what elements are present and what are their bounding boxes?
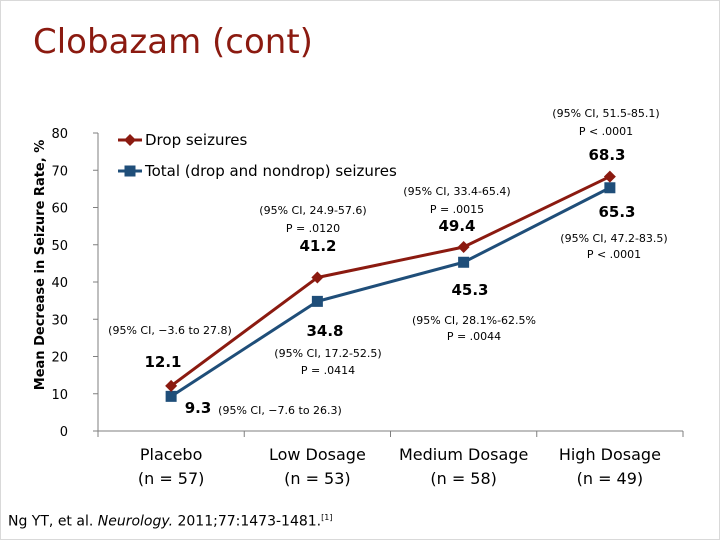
ci-annotation: (95% CI, 33.4-65.4) [403,185,510,198]
y-tick-label: 40 [51,276,68,291]
data-label: 68.3 [588,146,625,164]
x-category-sublabel: (n = 49) [577,469,644,488]
data-label: 45.3 [451,281,488,299]
ci-annotation: P = .0044 [447,330,501,343]
data-point-drop [457,240,470,253]
legend-diamond-marker [124,134,136,146]
data-point-total [165,390,177,402]
x-category-label: Placebo [140,445,202,464]
citation-ref: [1] [321,513,333,522]
x-category-sublabel: (n = 58) [430,469,497,488]
y-tick-label: 50 [51,239,68,254]
y-tick-label: 60 [51,202,68,217]
ci-annotation: (95% CI, 51.5-85.1) [552,107,659,120]
data-label: 34.8 [306,322,343,340]
ci-annotation: P = .0120 [286,222,340,235]
ci-annotation: P = .0414 [301,364,355,377]
data-label: 65.3 [598,203,635,221]
ci-annotation: (95% CI, −7.6 to 26.3) [218,404,342,417]
y-axis-label: Mean Decrease in Seizure Rate, % [33,140,48,390]
x-category-label: Low Dosage [269,445,366,464]
citation-authors: Ng YT, et al. [8,513,98,530]
data-label: 12.1 [144,353,181,371]
y-tick-label: 20 [51,351,68,366]
data-label: 9.3 [185,399,212,417]
citation-details: 2011;77:1473-1481. [173,513,322,530]
y-tick-label: 30 [51,313,68,328]
series-line-drop-seizures [170,175,611,388]
legend-label: Drop seizures [145,131,248,149]
citation-journal: Neurology. [97,513,174,530]
ci-annotation: (95% CI, 24.9-57.6) [259,204,366,217]
x-category-sublabel: (n = 57) [138,469,205,488]
ci-annotation: P = .0015 [430,203,484,216]
x-category-label: High Dosage [559,445,661,464]
slide-title: Clobazam (cont) [33,22,313,62]
data-point-drop [165,379,178,392]
ci-annotation: P < .0001 [587,248,641,261]
legend-square-marker [124,165,136,177]
data-label: 41.2 [299,237,336,255]
ci-annotation: (95% CI, 28.1%-62.5% [412,314,536,327]
y-tick-label: 10 [51,388,68,403]
ci-annotation: (95% CI, 47.2-83.5) [560,232,667,245]
x-category-sublabel: (n = 53) [284,469,351,488]
citation: Ng YT, et al. Neurology. 2011;77:1473-14… [8,513,332,530]
data-point-total [311,295,323,307]
data-point-drop [603,170,616,183]
y-tick-label: 80 [51,127,68,142]
y-tick-label: 70 [51,164,68,179]
legend-label: Total (drop and nondrop) seizures [144,162,397,180]
ci-annotation: (95% CI, 17.2-52.5) [274,347,381,360]
x-category-label: Medium Dosage [399,445,528,464]
data-point-total [458,256,470,268]
ci-annotation: P < .0001 [579,125,633,138]
y-tick-label: 0 [60,425,68,440]
data-point-total [604,182,616,194]
ci-annotation: (95% CI, −3.6 to 27.8) [108,324,232,337]
data-point-drop [311,271,324,284]
series-line-total-seizures [170,186,611,398]
data-label: 49.4 [438,217,475,235]
